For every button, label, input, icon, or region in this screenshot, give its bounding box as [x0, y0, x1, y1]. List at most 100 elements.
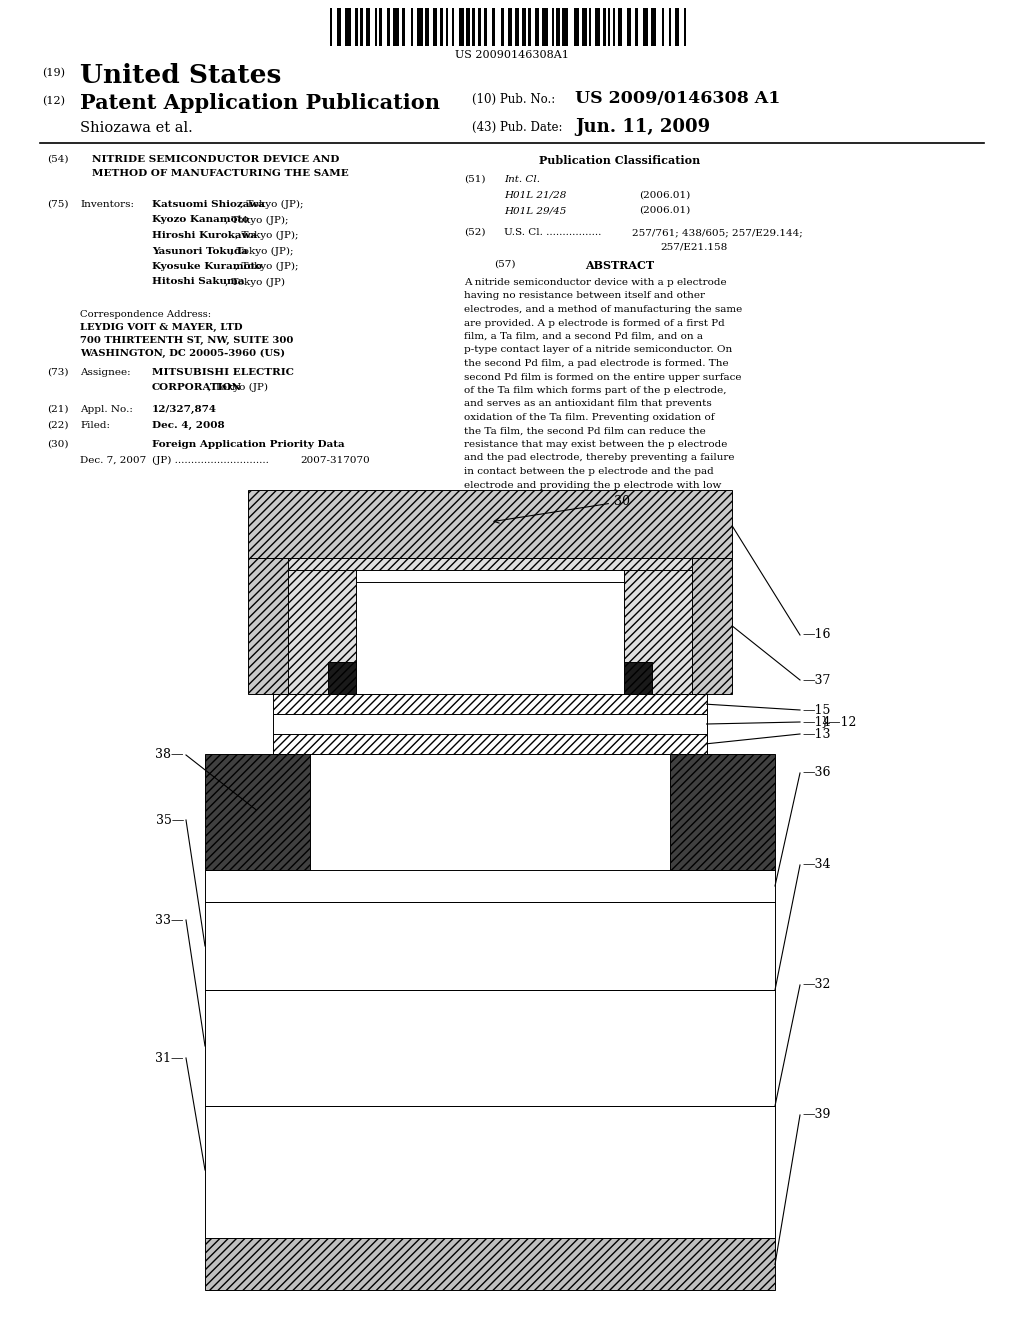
Bar [651, 8, 656, 46]
Text: (12): (12) [42, 96, 65, 107]
Text: film, a Ta film, and a second Pd film, and on a: film, a Ta film, and a second Pd film, a… [464, 333, 703, 341]
Bar [360, 8, 362, 46]
Bar [573, 8, 579, 46]
Text: —32: —32 [802, 978, 830, 991]
Bar [595, 8, 600, 46]
Bar [562, 8, 568, 46]
Bar [492, 8, 496, 46]
Text: (51): (51) [464, 176, 485, 183]
Text: 30: 30 [494, 495, 630, 523]
Bar [608, 8, 610, 46]
Text: (21): (21) [47, 405, 69, 414]
Bar [288, 558, 692, 570]
Text: Katsuomi Shiozawa: Katsuomi Shiozawa [152, 201, 265, 209]
Bar [675, 8, 680, 46]
Bar [433, 8, 436, 46]
Text: oxidation of the Ta film. Preventing oxidation of: oxidation of the Ta film. Preventing oxi… [464, 413, 715, 422]
Bar [612, 8, 615, 46]
Bar [589, 8, 592, 46]
Bar [375, 8, 377, 46]
Bar [367, 8, 370, 46]
Text: (2006.01): (2006.01) [639, 206, 690, 215]
Text: (19): (19) [42, 69, 65, 78]
Bar [356, 582, 624, 694]
Text: , Tokyo (JP);: , Tokyo (JP); [225, 215, 289, 224]
Bar [478, 8, 481, 46]
Text: electrode and providing the p electrode with low: electrode and providing the p electrode … [464, 480, 721, 490]
Text: H01L 21/28: H01L 21/28 [504, 191, 566, 201]
Text: (75): (75) [47, 201, 69, 209]
Text: Yasunori Tokuda: Yasunori Tokuda [152, 247, 248, 256]
Bar [446, 8, 449, 46]
Text: , Tokyo (JP): , Tokyo (JP) [208, 383, 268, 392]
Text: p-type contact layer of a nitride semiconductor. On: p-type contact layer of a nitride semico… [464, 346, 732, 355]
Text: WASHINGTON, DC 20005-3960 (US): WASHINGTON, DC 20005-3960 (US) [80, 348, 285, 358]
Text: —15: —15 [802, 704, 830, 717]
Bar [684, 8, 686, 46]
Bar [393, 8, 399, 46]
Text: US 2009/0146308 A1: US 2009/0146308 A1 [575, 90, 780, 107]
Text: (2006.01): (2006.01) [639, 191, 690, 201]
Text: Patent Application Publication: Patent Application Publication [80, 92, 440, 114]
Text: , Tokyo (JP);: , Tokyo (JP); [236, 231, 299, 240]
Text: 700 THIRTEENTH ST, NW, SUITE 300: 700 THIRTEENTH ST, NW, SUITE 300 [80, 337, 293, 345]
Text: of the Ta film which forms part of the p electrode,: of the Ta film which forms part of the p… [464, 385, 726, 395]
Text: United States: United States [80, 63, 282, 88]
Text: (22): (22) [47, 421, 69, 430]
Bar [205, 1106, 775, 1238]
Text: Publication Classification: Publication Classification [540, 154, 700, 166]
Bar [670, 754, 775, 870]
Text: Hitoshi Sakuma: Hitoshi Sakuma [152, 277, 245, 286]
Bar [205, 870, 775, 902]
Bar [515, 8, 519, 46]
Bar [345, 8, 351, 46]
Text: , Tokyo (JP);: , Tokyo (JP); [241, 201, 304, 209]
Bar [273, 734, 707, 754]
Bar [508, 8, 512, 46]
Text: 2007-317070: 2007-317070 [300, 455, 370, 465]
Bar [417, 8, 423, 46]
Text: having no resistance between itself and other: having no resistance between itself and … [464, 292, 705, 301]
Text: Shiozawa et al.: Shiozawa et al. [80, 121, 193, 135]
Bar [643, 8, 648, 46]
Bar [248, 558, 356, 694]
Bar [205, 990, 775, 1106]
Bar [401, 8, 406, 46]
Text: (JP) .............................: (JP) ............................. [152, 455, 269, 465]
Text: METHOD OF MANUFACTURING THE SAME: METHOD OF MANUFACTURING THE SAME [92, 169, 349, 178]
Bar [635, 8, 638, 46]
Bar [337, 8, 341, 46]
Text: second Pd film is formed on the entire upper surface: second Pd film is formed on the entire u… [464, 372, 741, 381]
Bar [205, 1238, 775, 1290]
Bar [662, 8, 665, 46]
Text: CORPORATION: CORPORATION [152, 383, 242, 392]
Text: Int. Cl.: Int. Cl. [504, 176, 540, 183]
Text: 257/761; 438/605; 257/E29.144;: 257/761; 438/605; 257/E29.144; [632, 228, 803, 238]
Text: }—12: }—12 [820, 715, 856, 729]
Bar [624, 558, 732, 694]
Bar [273, 694, 707, 714]
Text: US 20090146308A1: US 20090146308A1 [455, 50, 569, 59]
Text: —16: —16 [802, 628, 830, 642]
Bar [354, 8, 358, 46]
Text: NITRIDE SEMICONDUCTOR DEVICE AND: NITRIDE SEMICONDUCTOR DEVICE AND [92, 154, 339, 164]
Text: Kyosuke Kuramoto: Kyosuke Kuramoto [152, 261, 262, 271]
Bar [288, 570, 356, 694]
Text: and the pad electrode, thereby preventing a failure: and the pad electrode, thereby preventin… [464, 454, 734, 462]
Text: are provided. A p electrode is formed of a first Pd: are provided. A p electrode is formed of… [464, 318, 725, 327]
Text: Hiroshi Kurokawa: Hiroshi Kurokawa [152, 231, 257, 240]
Text: ABSTRACT: ABSTRACT [586, 260, 654, 271]
Text: 31—: 31— [156, 1052, 184, 1064]
Text: , Tokyo (JP);: , Tokyo (JP); [236, 261, 299, 271]
Bar [528, 8, 530, 46]
Text: resistance.: resistance. [464, 494, 521, 503]
Text: Appl. No.:: Appl. No.: [80, 405, 133, 414]
Text: Filed:: Filed: [80, 421, 110, 430]
Bar [459, 8, 464, 46]
Text: 35—: 35— [156, 813, 184, 826]
Bar [624, 570, 692, 694]
Text: Kyozo Kanamoto: Kyozo Kanamoto [152, 215, 249, 224]
Text: (43) Pub. Date:: (43) Pub. Date: [472, 121, 562, 135]
Text: in contact between the p electrode and the pad: in contact between the p electrode and t… [464, 467, 714, 477]
Bar [472, 8, 475, 46]
